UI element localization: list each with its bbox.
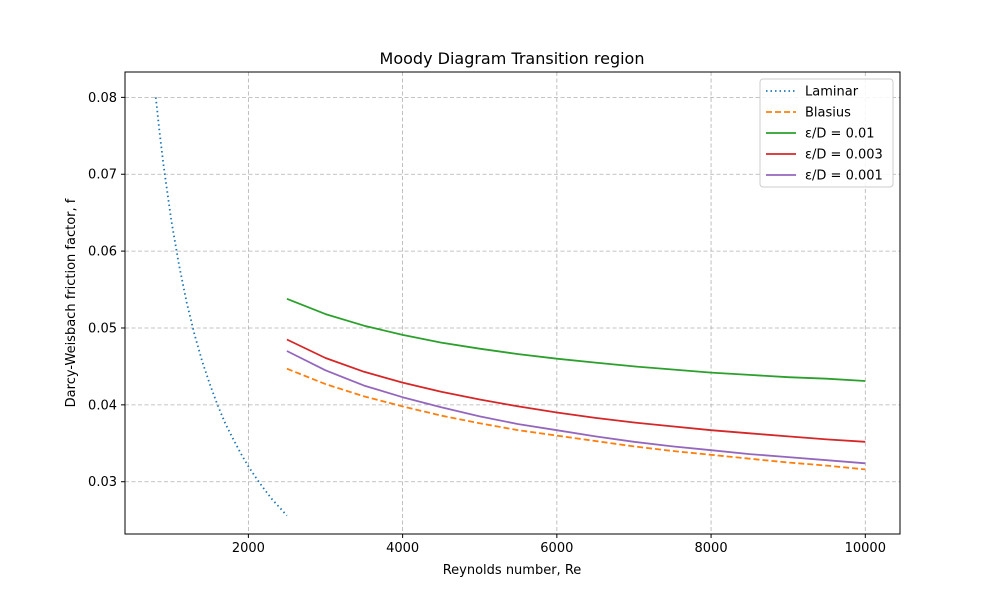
- y-tick-label: 0.04: [88, 398, 117, 413]
- x-tick-label: 8000: [695, 541, 728, 556]
- series-line-d-0-003: [286, 338, 866, 443]
- series-layer: [154, 97, 866, 517]
- y-axis-ticks: 0.03 0.04 0.05 0.06 0.07 0.08: [88, 91, 125, 490]
- plot-frame: [124, 71, 901, 535]
- legend-label-blasius: Blasius: [805, 106, 851, 121]
- x-tick-label: 6000: [540, 541, 573, 556]
- legend-label-d-0-003: ε/D = 0.003: [805, 148, 883, 163]
- legend-label-d-0-001: ε/D = 0.001: [805, 169, 883, 184]
- y-axis-label: Darcy-Weisbach friction factor, f: [64, 198, 79, 407]
- legend-label-laminar: Laminar: [805, 85, 859, 100]
- x-tick-label: 2000: [232, 541, 265, 556]
- legend-frame: [759, 78, 894, 188]
- chart-title: Moody Diagram Transition region: [380, 49, 645, 68]
- legend: Laminar Blasius ε/D = 0.01 ε/D = 0.003 ε/D =…: [759, 78, 894, 188]
- y-tick-label: 0.05: [88, 321, 117, 336]
- x-axis-ticks: 2000 4000 6000 8000 10000: [232, 534, 886, 556]
- x-tick-label: 4000: [386, 541, 419, 556]
- series-line-blasius: [286, 367, 866, 471]
- x-axis-label: Reynolds number, Re: [443, 563, 582, 578]
- y-tick-label: 0.06: [88, 245, 117, 260]
- y-tick-label: 0.08: [88, 91, 117, 106]
- legend-label-d-0-01: ε/D = 0.01: [805, 127, 875, 142]
- x-tick-label: 10000: [845, 541, 886, 556]
- y-tick-label: 0.07: [88, 168, 117, 183]
- y-tick-label: 0.03: [88, 475, 117, 490]
- series-line-laminar: [154, 97, 288, 517]
- series-line-d-0-001: [286, 350, 866, 465]
- series-line-d-0-01: [286, 297, 866, 382]
